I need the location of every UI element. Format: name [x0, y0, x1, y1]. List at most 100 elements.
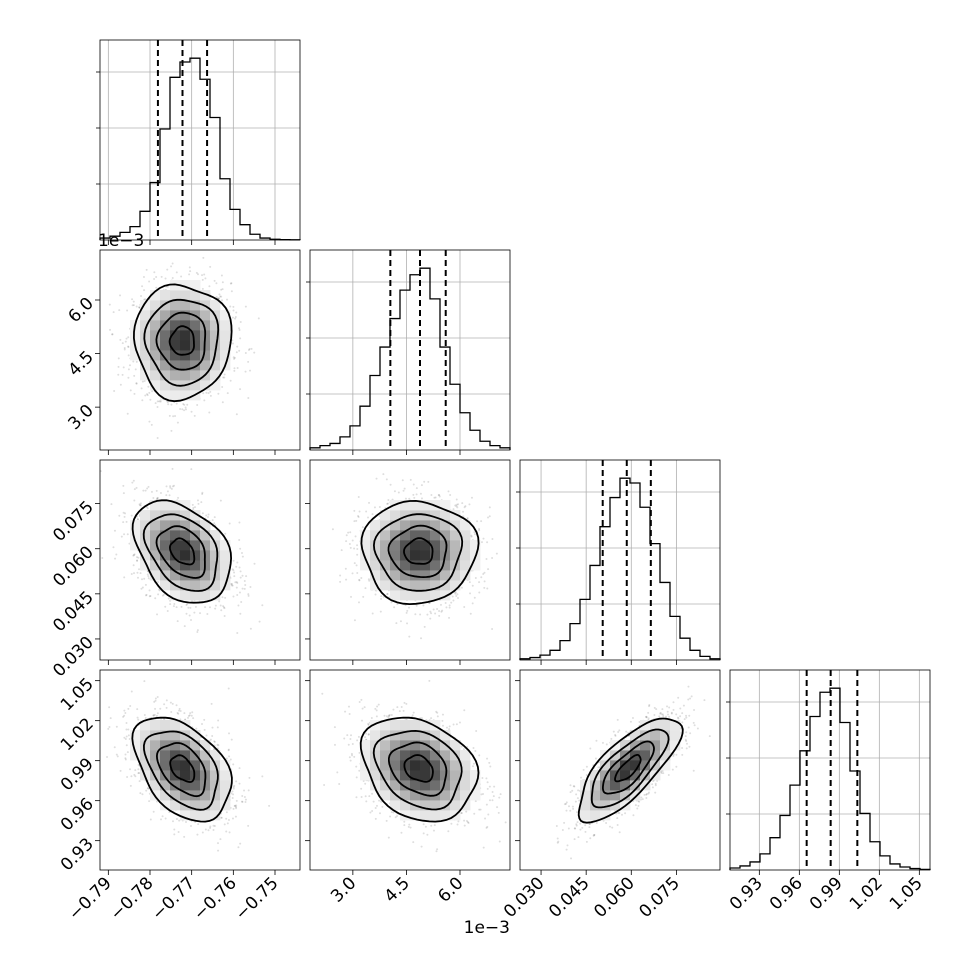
sample-point	[356, 571, 359, 574]
sample-point	[433, 496, 436, 499]
sample-point	[135, 360, 138, 363]
sample-point	[196, 629, 199, 632]
sample-point	[213, 522, 216, 525]
sample-point	[135, 486, 138, 489]
contour-level-2	[143, 298, 220, 387]
sample-point	[445, 606, 448, 609]
sample-point	[454, 591, 457, 594]
sample-point	[223, 607, 226, 610]
sample-point	[146, 487, 149, 490]
sample-point	[396, 603, 399, 606]
density-cell	[210, 370, 221, 381]
sample-point	[437, 493, 440, 496]
sample-point	[406, 609, 409, 612]
sample-point	[201, 278, 204, 281]
sample-point	[257, 317, 260, 320]
sample-point	[145, 594, 148, 597]
sample-point	[245, 575, 248, 578]
sample-point	[205, 391, 208, 394]
sample-point	[155, 275, 158, 278]
sample-point	[455, 594, 458, 597]
sample-point	[249, 627, 252, 630]
sample-point	[180, 275, 183, 278]
density-cell	[150, 520, 161, 531]
sample-point	[233, 369, 236, 372]
sample-point	[353, 619, 356, 622]
sample-point	[357, 516, 360, 519]
sample-point	[154, 402, 157, 405]
sample-point	[124, 340, 127, 343]
sample-point	[201, 274, 204, 277]
sample-point	[150, 490, 153, 493]
sample-point	[202, 256, 205, 259]
sample-point	[397, 491, 400, 494]
density-cell	[190, 350, 201, 361]
sample-point	[133, 374, 136, 377]
sample-point	[353, 562, 356, 565]
sample-point	[209, 265, 212, 268]
sample-point	[134, 448, 136, 450]
sample-point	[244, 305, 247, 308]
sample-point	[108, 303, 111, 306]
sample-point	[193, 611, 196, 614]
sample-point	[371, 513, 374, 516]
sample-point	[464, 505, 467, 508]
sample-point	[223, 614, 226, 617]
sample-point	[184, 408, 187, 411]
sample-point	[112, 546, 115, 549]
density-cell	[190, 590, 201, 601]
sample-point	[438, 494, 441, 497]
sample-point	[345, 578, 348, 581]
density-cell	[210, 340, 221, 351]
sample-point	[355, 564, 358, 567]
sample-point	[189, 270, 192, 273]
sample-point	[192, 506, 195, 509]
sample-point	[127, 345, 130, 348]
sample-point	[487, 516, 490, 519]
sample-point	[221, 385, 224, 388]
density-cell	[190, 320, 201, 331]
sample-point	[122, 521, 125, 524]
sample-point	[141, 399, 144, 402]
density-cell	[200, 580, 211, 591]
sample-point	[420, 637, 423, 640]
sample-point	[154, 597, 157, 600]
sample-point	[112, 311, 115, 314]
density-cell	[140, 310, 151, 321]
sample-point	[171, 277, 174, 280]
sample-point	[420, 497, 423, 500]
sample-point	[448, 606, 451, 609]
sample-point	[123, 533, 126, 536]
density-cell	[180, 580, 191, 591]
sample-point	[487, 568, 490, 571]
sample-point	[146, 573, 149, 576]
sample-point	[155, 286, 158, 289]
density-cell	[150, 290, 161, 301]
sample-point	[133, 572, 136, 575]
sample-point	[218, 600, 221, 603]
density-cell	[160, 310, 171, 321]
sample-point	[488, 506, 491, 509]
contour-level-2	[142, 513, 219, 592]
sample-point	[373, 506, 376, 509]
sample-point	[426, 613, 429, 616]
density-cell	[150, 560, 161, 571]
sample-point	[147, 385, 150, 388]
sample-point	[132, 479, 135, 482]
sample-point	[171, 262, 174, 265]
sample-point	[194, 605, 197, 608]
sample-point	[378, 505, 381, 508]
sample-point	[382, 473, 385, 476]
sample-point	[340, 549, 343, 552]
sample-point	[223, 373, 226, 376]
sample-point	[483, 586, 486, 589]
sample-point	[244, 583, 247, 586]
sample-point	[123, 515, 126, 518]
sample-point	[201, 491, 204, 494]
sample-point	[230, 582, 233, 585]
sample-point	[468, 503, 471, 506]
sample-point	[229, 282, 232, 285]
density-cell	[160, 300, 171, 311]
sample-point	[466, 517, 469, 520]
sample-point	[185, 604, 188, 607]
